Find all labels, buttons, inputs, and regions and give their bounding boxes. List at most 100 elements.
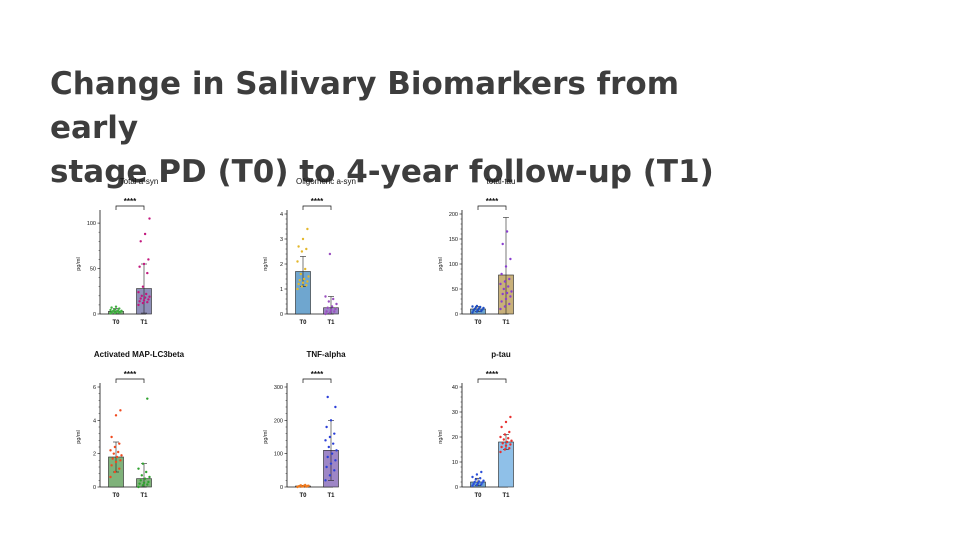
slide-title-line1: Change in Salivary Biomarkers from early — [50, 66, 679, 146]
data-point-t0 — [109, 449, 112, 452]
data-point-t1 — [509, 415, 512, 419]
significance-bracket — [477, 205, 507, 210]
data-point-t1 — [505, 230, 509, 233]
data-point-t0 — [301, 237, 305, 241]
data-point-t1 — [328, 252, 332, 256]
data-point-t1 — [324, 439, 327, 442]
chart-title: p-tau — [491, 350, 511, 359]
data-point-t0 — [307, 484, 310, 487]
y-tick-label: 300 — [274, 385, 283, 391]
data-point-t0 — [471, 475, 474, 479]
data-point-t1 — [327, 300, 330, 303]
x-tick-label: T1 — [502, 320, 510, 326]
data-point-t0 — [110, 435, 113, 439]
data-point-t1 — [142, 262, 146, 266]
data-point-t1 — [137, 303, 140, 307]
data-point-t1 — [143, 296, 147, 299]
data-point-t0 — [119, 409, 122, 412]
data-point-t0 — [300, 250, 304, 253]
x-tick-label: T1 — [327, 493, 335, 499]
data-point-t1 — [145, 470, 148, 474]
data-point-t0 — [300, 285, 304, 288]
data-point-t0 — [474, 478, 477, 481]
data-point-t1 — [324, 479, 327, 482]
data-point-t0 — [117, 450, 120, 454]
y-tick-label: 50 — [452, 287, 458, 293]
data-point-t0 — [306, 280, 309, 283]
data-point-t0 — [120, 454, 123, 457]
y-tick-label: 10 — [452, 460, 458, 466]
data-point-t1 — [146, 397, 149, 400]
data-point-t0 — [299, 484, 302, 487]
data-point-t1 — [499, 282, 502, 286]
data-point-t0 — [482, 306, 485, 310]
x-tick-label: T0 — [112, 493, 120, 499]
y-tick-label: 0 — [93, 485, 96, 491]
data-point-t1 — [334, 405, 337, 409]
chart-svg-activated-map-lc3beta: Activated MAP-LC3beta 0 2 4 6 pg/ml T0 T1 **** — [76, 350, 185, 499]
chart-svg-oligomeric-a-syn: Oligomeric a-syn 0 1 2 3 4 ng/ml T0 T1 **** — [263, 177, 356, 326]
y-tick-label: 1 — [280, 287, 283, 293]
data-point-t1 — [141, 462, 145, 465]
data-point-t1 — [327, 445, 330, 449]
data-point-t1 — [141, 301, 145, 305]
data-point-t1 — [505, 291, 509, 295]
chart-title: Activated MAP-LC3beta — [94, 350, 185, 359]
chart-svg-tnf-alpha: TNF-alpha 0 100 200 300 pg/ml T0 T1 **** — [263, 350, 346, 499]
data-point-t1 — [332, 297, 335, 301]
y-axis-label: pg/ml — [76, 430, 82, 443]
chart-svg-p-tau: p-tau 0 10 20 30 40 ng/ml T0 T1 **** — [438, 350, 514, 499]
y-tick-label: 40 — [452, 385, 458, 391]
chart-total-tau: total-tau 0 50 100 150 200 pg/ml T0 T1 **** — [430, 172, 580, 332]
data-point-t1 — [333, 310, 336, 313]
data-point-t0 — [110, 464, 113, 467]
y-tick-label: 3 — [280, 237, 283, 243]
data-point-t1 — [325, 310, 328, 313]
data-point-t0 — [299, 272, 302, 276]
y-tick-label: 100 — [87, 221, 96, 227]
data-point-t1 — [139, 479, 142, 482]
y-axis-label: pg/ml — [438, 257, 444, 270]
significance-label: **** — [124, 197, 137, 206]
data-point-t1 — [504, 444, 508, 447]
data-point-t0 — [109, 475, 112, 479]
y-tick-label: 100 — [274, 452, 283, 458]
data-point-t1 — [334, 307, 337, 311]
y-tick-label: 30 — [452, 410, 458, 416]
data-point-t0 — [480, 470, 483, 474]
y-tick-label: 0 — [455, 312, 458, 318]
data-point-t1 — [504, 420, 508, 424]
data-point-t0 — [117, 309, 120, 312]
data-point-t0 — [482, 479, 485, 482]
slide-title-line2: stage PD (T0) to 4-year follow-up (T1) — [50, 154, 714, 190]
data-point-t0 — [296, 287, 299, 291]
data-point-t0 — [113, 470, 117, 474]
significance-label: **** — [311, 197, 324, 206]
data-point-t0 — [120, 309, 123, 313]
data-point-t1 — [501, 442, 504, 445]
data-point-t1 — [140, 474, 143, 477]
significance-label: **** — [486, 197, 499, 206]
chart-svg-total-tau: total-tau 0 50 100 150 200 pg/ml T0 T1 **** — [438, 177, 516, 326]
data-point-t1 — [508, 430, 511, 434]
y-tick-label: 2 — [280, 262, 283, 268]
data-point-t0 — [306, 227, 309, 231]
data-point-t1 — [325, 465, 328, 469]
y-tick-label: 2 — [93, 452, 96, 458]
y-axis-label: ng/ml — [438, 430, 444, 443]
chart-p-tau: p-tau 0 10 20 30 40 ng/ml T0 T1 **** — [430, 345, 580, 505]
significance-bracket — [115, 378, 145, 383]
data-point-t0 — [476, 482, 480, 485]
data-point-t0 — [111, 457, 114, 460]
chart-title: total-tau — [487, 177, 516, 186]
y-tick-label: 0 — [455, 485, 458, 491]
data-point-t1 — [333, 469, 336, 472]
data-point-t1 — [329, 419, 333, 422]
data-point-t0 — [110, 306, 113, 309]
y-axis-label: ng/ml — [263, 257, 269, 270]
chart-title: TNF-alpha — [306, 350, 346, 359]
x-tick-label: T0 — [112, 320, 120, 326]
data-point-t1 — [148, 295, 151, 298]
data-point-t0 — [304, 267, 307, 271]
data-point-t1 — [146, 483, 149, 486]
